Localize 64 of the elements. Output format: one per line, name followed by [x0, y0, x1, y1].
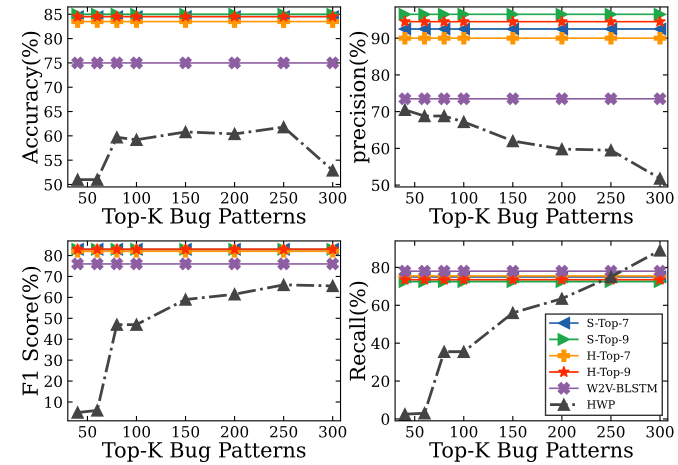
y-tick-label: 50 [372, 180, 390, 192]
y-tick-label: 70 [44, 82, 62, 94]
y-tick-label: 80 [44, 33, 62, 45]
y-tick-label: 20 [372, 376, 390, 388]
x-axis-title: Top-K Bug Patterns [102, 208, 306, 228]
y-tick-label: 75 [44, 58, 62, 69]
y-tick-label: 90 [372, 32, 390, 44]
x-tick-label: 100 [124, 426, 150, 438]
legend-label: S-Top-9 [588, 335, 628, 346]
x-tick-label: 150 [172, 426, 200, 438]
y-tick-label: 80 [372, 262, 390, 274]
y-tick-label: 55 [44, 154, 62, 166]
x-axis-title: Top-K Bug Patterns [102, 442, 306, 462]
y-axis-title: precision(%) [349, 32, 370, 164]
x-tick-label: 100 [451, 192, 478, 204]
x-tick-label: 250 [597, 192, 624, 204]
x-tick-label: 150 [500, 192, 526, 204]
legend-label: W2V-BLSTM [586, 384, 658, 392]
y-tick-label: 60 [372, 300, 390, 312]
y-tick-label: 60 [372, 142, 390, 154]
x-tick-label: 200 [221, 426, 248, 438]
x-tick-label: 200 [548, 426, 576, 438]
x-tick-label: 150 [500, 426, 526, 438]
y-tick-label: 65 [44, 106, 62, 118]
x-tick-label: 250 [270, 192, 298, 204]
y-tick-label: 10 [45, 396, 62, 408]
x-tick-label: 100 [451, 426, 478, 438]
y-tick-label: 40 [371, 338, 390, 350]
x-tick-label: 100 [124, 192, 150, 204]
x-tick-label: 200 [221, 192, 248, 204]
y-axis-title: Accuracy(%) [22, 32, 42, 164]
x-tick-label: 250 [597, 426, 624, 438]
y-tick-label: 20 [44, 376, 62, 388]
y-tick-label: 70 [44, 270, 62, 282]
y-tick-label: 80 [44, 250, 62, 262]
y-tick-label: 80 [372, 69, 390, 81]
y-tick-label: 50 [44, 312, 62, 324]
y-tick-label: 60 [44, 292, 62, 304]
y-tick-label: 30 [44, 354, 62, 366]
x-tick-label: 300 [319, 426, 346, 438]
y-tick-label: 70 [372, 106, 390, 118]
y-tick-label: 85 [44, 8, 62, 20]
x-tick-label: 50 [79, 426, 96, 438]
y-tick-label: 0 [382, 413, 390, 425]
x-tick-label: 250 [270, 426, 298, 438]
legend-label: S-Top-7 [588, 318, 628, 330]
legend-label: H-Top-7 [587, 351, 630, 362]
x-axis-title: Top-K Bug Patterns [429, 208, 633, 228]
x-tick-label: 300 [646, 192, 674, 204]
x-tick-label: 50 [406, 426, 424, 438]
x-tick-label: 200 [548, 192, 576, 204]
x-tick-label: 300 [646, 426, 674, 438]
y-axis-title: F1 Score(%) [22, 266, 42, 396]
x-axis-title: Top-K Bug Patterns [429, 442, 633, 462]
y-tick-label: 50 [44, 178, 62, 190]
legend-label: HWP [587, 400, 615, 409]
y-tick-label: 60 [44, 130, 62, 142]
x-tick-label: 150 [172, 192, 200, 204]
x-tick-label: 50 [79, 192, 96, 204]
x-tick-label: 50 [406, 192, 424, 204]
y-axis-title: Recall(%) [349, 282, 368, 380]
y-tick-label: 40 [44, 334, 62, 346]
x-tick-label: 300 [319, 192, 346, 204]
legend-label: H-Top-9 [587, 368, 630, 378]
